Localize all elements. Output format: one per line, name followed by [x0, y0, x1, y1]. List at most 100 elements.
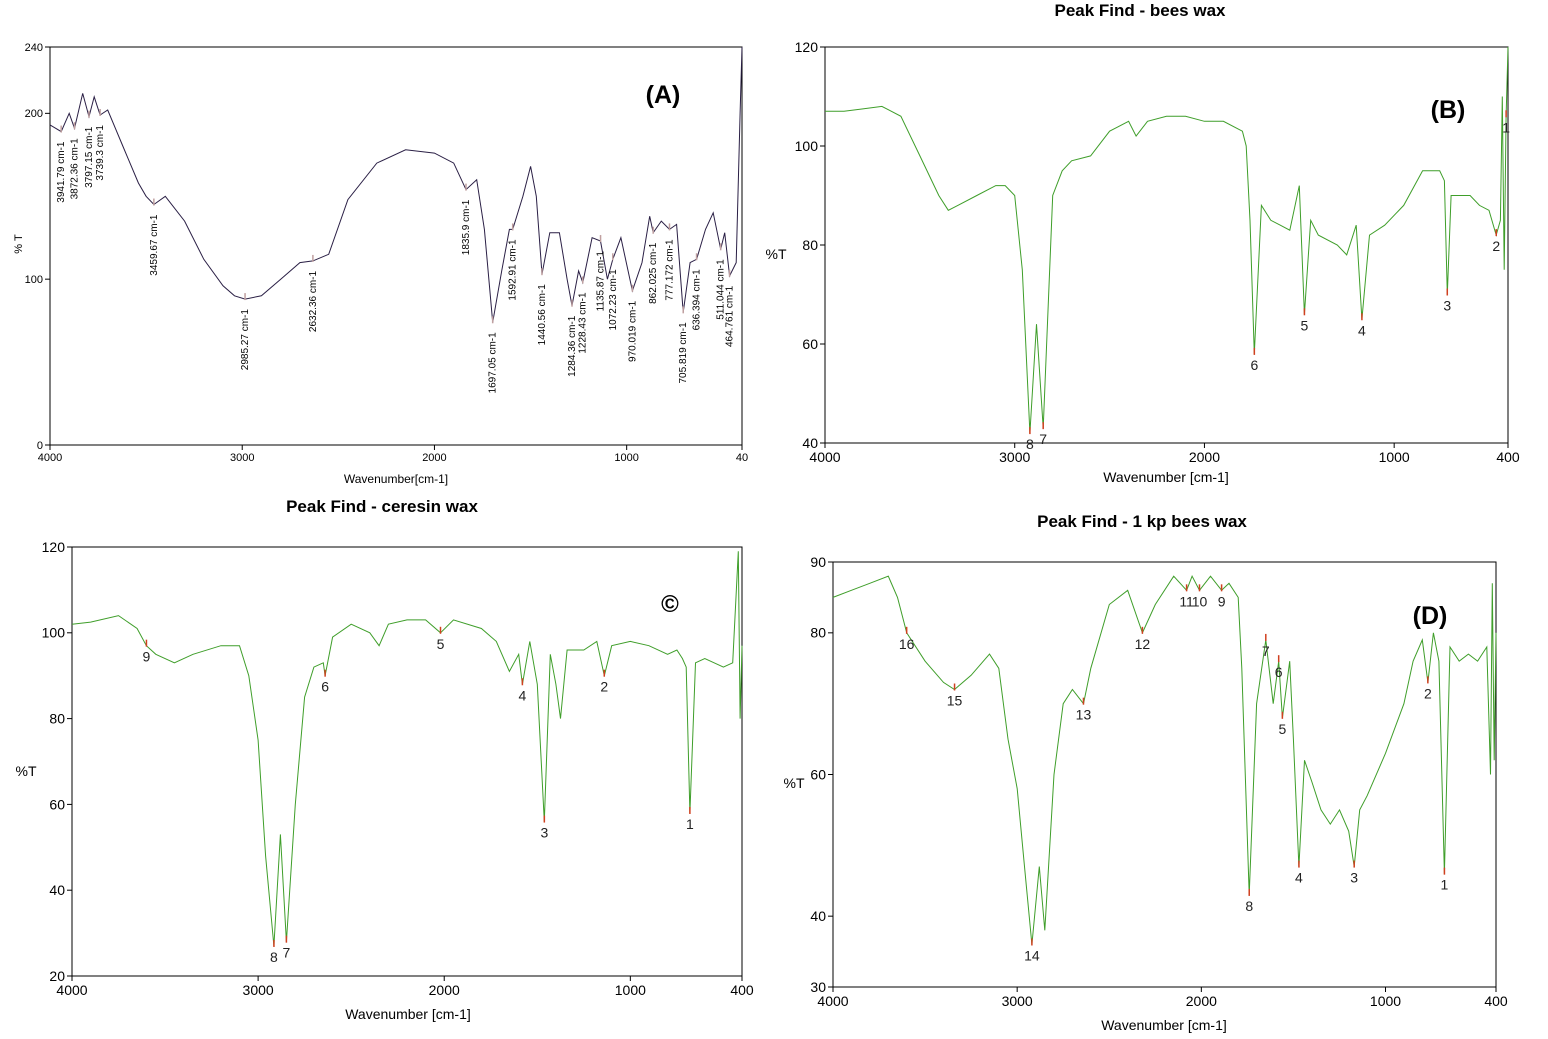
- peak-label: 7: [283, 945, 291, 961]
- peak-label: 2: [1492, 238, 1500, 254]
- panel-b-ticks: 4000 3000 2000 1000 400 40 60 80 100 120: [795, 39, 1520, 465]
- peak-label: 3872.36 cm-1: [70, 138, 81, 200]
- panel-c-ticks: 4000 3000 2000 1000 400 20 40 60 80 100 120: [42, 539, 754, 998]
- y-tick-label: 100: [25, 274, 43, 286]
- panel-d-x-axis-label: Wavenumber [cm-1]: [1101, 1017, 1227, 1033]
- peak-label: 2632.36 cm-1: [308, 270, 319, 332]
- peak-label: 1: [1502, 119, 1510, 135]
- peak-label: 1: [686, 816, 694, 832]
- x-tick-label: 400: [730, 982, 754, 998]
- y-tick-label: 60: [802, 336, 818, 352]
- peak-label: 5: [437, 636, 445, 652]
- x-tick-label: 1000: [1370, 993, 1401, 1009]
- x-tick-label: 3000: [230, 452, 254, 464]
- y-tick-label: 100: [42, 625, 66, 641]
- y-tick-label: 80: [810, 625, 826, 641]
- x-tick-label: 2000: [422, 452, 446, 464]
- panel-d-ticks: 4000 3000 2000 1000 400 30 40 60 80 90: [810, 554, 1507, 1009]
- peak-label: 1835.9 cm-1: [461, 199, 472, 255]
- panel-b-x-axis-label: Wavenumber [cm-1]: [1103, 469, 1229, 485]
- peak-label: 1135.87 cm-1: [596, 251, 607, 312]
- panel-a-x-axis-label: Wavenumber[cm-1]: [344, 472, 448, 486]
- peak-label: 3: [1443, 298, 1451, 314]
- x-tick-label: 3000: [243, 982, 274, 998]
- panel-d-spectrum: Peak Find - 1 kp bees wax (D) Wavenumber…: [784, 512, 1508, 1033]
- y-tick-label: 120: [42, 539, 66, 555]
- panel-a-y-axis-label: % T: [13, 234, 25, 254]
- x-tick-label: 4000: [38, 452, 62, 464]
- x-tick-label: 2000: [1189, 449, 1220, 465]
- x-tick-label: 4000: [809, 449, 840, 465]
- panel-b-plot-frame: [824, 46, 1509, 444]
- panel-b-y-axis-label: %T: [766, 246, 787, 262]
- panel-a-plot-frame: [49, 46, 743, 446]
- peak-label: 4: [1358, 322, 1366, 338]
- panel-d-plot-frame: [832, 561, 1497, 988]
- peak-label: 1072.23 cm-1: [608, 269, 619, 331]
- peak-label: 2: [1424, 685, 1432, 701]
- peak-label: 14: [1024, 948, 1040, 964]
- peak-label: 6: [321, 679, 329, 695]
- peak-label: 15: [947, 693, 963, 709]
- x-tick-label: 40: [736, 452, 748, 464]
- peak-label: 1284.36 cm-1: [567, 315, 578, 377]
- y-tick-label: 60: [49, 796, 65, 812]
- x-tick-label: 400: [1496, 449, 1520, 465]
- peak-label: 862.025 cm-1: [648, 242, 659, 304]
- x-tick-label: 4000: [817, 993, 848, 1009]
- y-tick-label: 240: [25, 42, 43, 54]
- panel-c-spectrum-line: [71, 551, 743, 947]
- peak-label: 464.761 cm-1: [725, 285, 736, 347]
- panel-b-peak-labels: 1 2 3 4 5 6 78: [1026, 110, 1510, 452]
- peak-label: 6: [1275, 664, 1283, 680]
- y-tick-label: 0: [37, 440, 43, 452]
- panel-c-x-axis-label: Wavenumber [cm-1]: [345, 1006, 471, 1022]
- peak-label: 777.172 cm-1: [664, 239, 675, 301]
- y-tick-label: 60: [810, 766, 826, 782]
- panel-c-y-axis-label: %T: [16, 763, 37, 779]
- panel-d-spectrum-line: [832, 574, 1497, 945]
- panel-a-letter: (A): [646, 81, 681, 109]
- panel-b-letter: (B): [1431, 96, 1466, 124]
- peak-label: 705.819 cm-1: [678, 322, 689, 384]
- peak-label: 970.019 cm-1: [627, 300, 638, 362]
- peak-label: 3: [540, 825, 548, 841]
- peak-label: 16: [899, 636, 915, 652]
- y-tick-label: 90: [810, 554, 826, 570]
- peak-label: 8: [1245, 898, 1253, 914]
- peak-label: 7: [1039, 431, 1047, 447]
- y-tick-label: 120: [795, 39, 819, 55]
- x-tick-label: 1000: [1379, 449, 1410, 465]
- panel-b-spectrum-line: [825, 46, 1509, 434]
- y-tick-label: 80: [49, 711, 65, 727]
- panel-c-plot-frame: [71, 546, 743, 977]
- peak-label: 12: [1135, 636, 1151, 652]
- panel-d-y-axis-label: %T: [784, 775, 805, 791]
- peak-label: 2: [600, 679, 608, 695]
- peak-label: 5: [1278, 721, 1286, 737]
- peak-label: 6: [1250, 357, 1258, 373]
- peak-label: 4: [518, 687, 526, 703]
- peak-label: 3941.79 cm-1: [56, 141, 67, 203]
- peak-label: 3: [1350, 870, 1358, 886]
- peak-label: 4: [1295, 870, 1303, 886]
- panel-d-title: Peak Find - 1 kp bees wax: [1037, 512, 1247, 531]
- peak-label: 511.044 cm-1: [716, 259, 727, 320]
- panel-a-spectrum-line: [49, 46, 743, 323]
- y-tick-label: 30: [810, 979, 826, 995]
- peak-label: 8: [270, 949, 278, 965]
- y-tick-label: 80: [802, 237, 818, 253]
- peak-label: 1440.56 cm-1: [537, 284, 548, 346]
- panel-a-peak-labels: 3941.79 cm-1 3872.36 cm-1 3797.15 cm-1 3739…: [56, 108, 736, 394]
- peak-label: 3739.3 cm-1: [95, 125, 106, 181]
- peak-label: 1697.05 cm-1: [488, 332, 499, 394]
- y-tick-label: 100: [795, 138, 819, 154]
- peak-label: 1592.91 cm-1: [508, 239, 519, 301]
- panel-c-title: Peak Find - ceresin wax: [286, 497, 478, 516]
- panel-b-spectrum: Peak Find - bees wax (B) Wavenumber [cm-…: [766, 1, 1520, 485]
- x-tick-label: 400: [1484, 993, 1508, 1009]
- peak-label: 9: [143, 649, 151, 665]
- peak-label: 3459.67 cm-1: [149, 214, 160, 276]
